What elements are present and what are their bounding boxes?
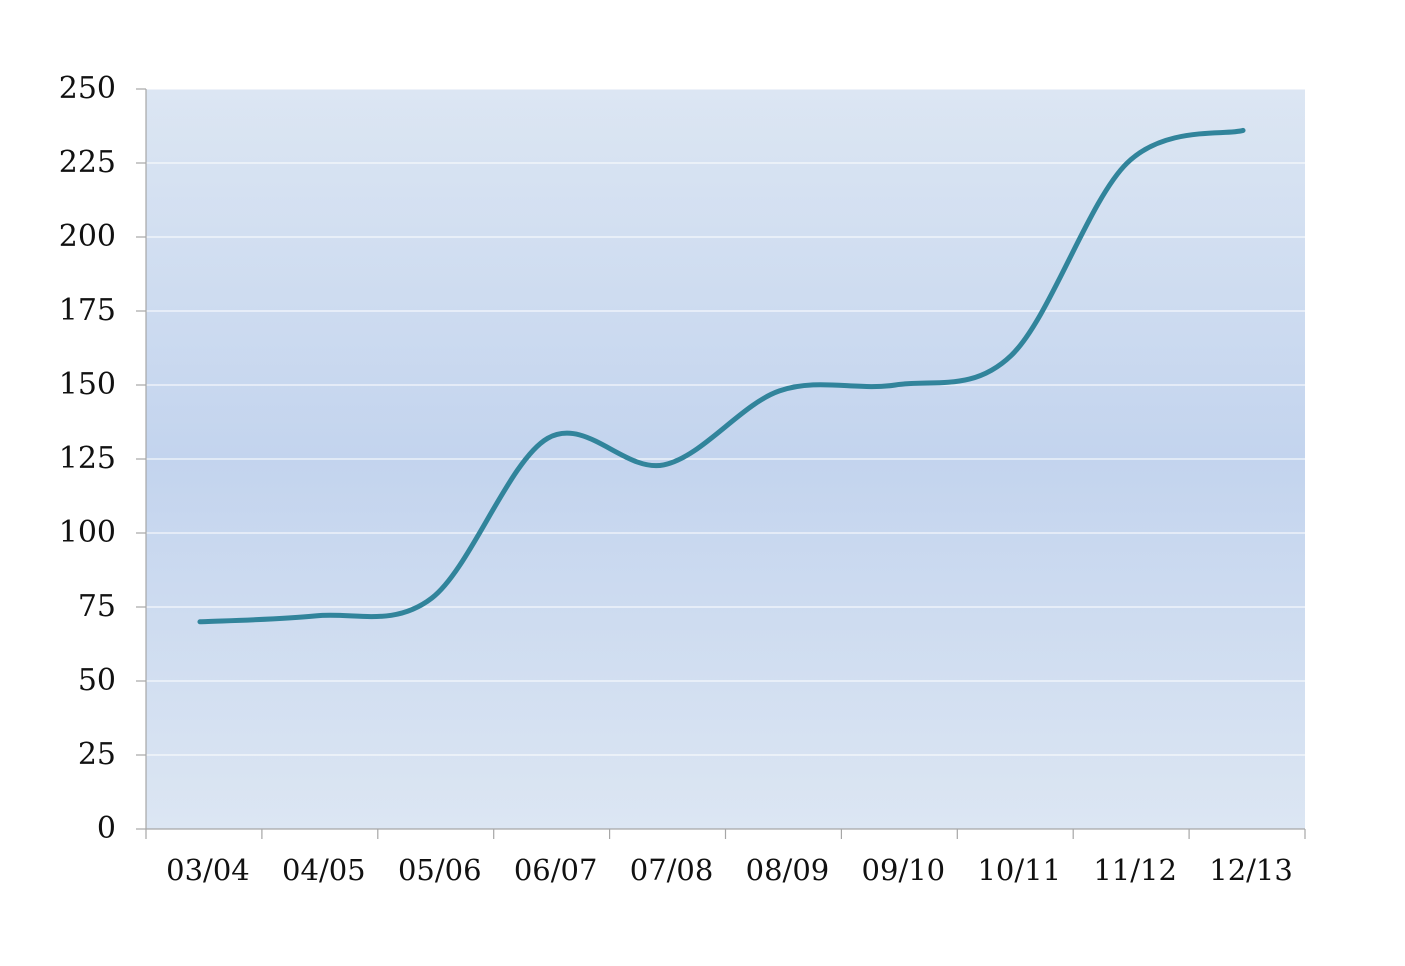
x-tick-label: 10/11 (977, 853, 1061, 887)
x-tick-label: 04/05 (282, 853, 366, 887)
x-tick-label: 12/13 (1209, 853, 1293, 887)
x-tick-label: 05/06 (398, 853, 482, 887)
y-tick-label: 25 (78, 737, 116, 772)
y-tick-label: 250 (59, 71, 116, 106)
series-layer (197, 127, 1246, 625)
x-tick-label: 03/04 (166, 853, 250, 887)
y-tick-label: 200 (59, 219, 116, 254)
x-tick-labels: 03/04 04/05 05/06 06/07 07/08 08/09 09/10 10/11… (166, 853, 1293, 887)
y-tick-label: 0 (97, 811, 116, 846)
x-tick-label: 08/09 (746, 853, 830, 887)
x-tick-label: 09/10 (862, 853, 946, 887)
y-tick-label: 225 (59, 145, 116, 180)
x-tick-label: 11/12 (1093, 853, 1177, 887)
y-tick-label: 125 (59, 441, 116, 476)
y-tick-label: 50 (78, 663, 116, 698)
y-tick-labels: 0 25 50 75 100 125 150 175 200 225 250 (59, 71, 116, 846)
y-tick-label: 150 (59, 367, 116, 402)
axes (136, 88, 1306, 839)
series-line (197, 127, 1246, 625)
y-tick-label: 175 (59, 293, 116, 328)
y-tick-label: 75 (78, 589, 116, 624)
x-tick-label: 07/08 (630, 853, 714, 887)
y-tick-label: 100 (59, 515, 116, 550)
x-tick-label: 06/07 (514, 853, 598, 887)
gridlines (146, 88, 1305, 756)
